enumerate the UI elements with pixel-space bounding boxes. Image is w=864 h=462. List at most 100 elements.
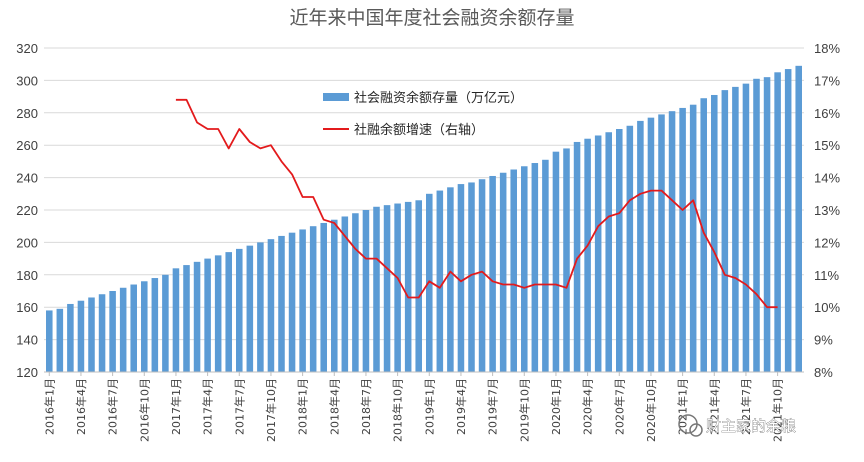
y-right-tick-label: 11% bbox=[814, 268, 839, 283]
bar bbox=[309, 226, 317, 372]
bar bbox=[795, 65, 802, 372]
y-right-tick-label: 12% bbox=[814, 235, 840, 250]
bar bbox=[362, 210, 370, 372]
bar bbox=[753, 78, 760, 372]
line-series bbox=[175, 98, 778, 309]
bar bbox=[774, 72, 781, 373]
bar bbox=[468, 182, 475, 372]
bar bbox=[573, 141, 581, 372]
bar bbox=[299, 229, 306, 372]
bar bbox=[784, 69, 792, 372]
bar bbox=[56, 308, 64, 372]
x-tick-label: 2019年10月 bbox=[517, 378, 531, 442]
bar bbox=[236, 248, 243, 372]
bar bbox=[141, 281, 148, 372]
y-right-tick-label: 10% bbox=[814, 300, 840, 315]
bar bbox=[257, 242, 264, 372]
bar bbox=[626, 125, 634, 372]
bar bbox=[521, 166, 528, 372]
bar bbox=[447, 187, 454, 372]
y-right-tick-label: 8% bbox=[814, 365, 833, 380]
bar bbox=[742, 83, 750, 372]
y-left-tick-label: 180 bbox=[16, 268, 38, 283]
bar bbox=[415, 200, 422, 372]
y-left-tick-label: 120 bbox=[16, 365, 38, 380]
bar bbox=[616, 129, 623, 372]
legend-swatch-bar bbox=[323, 93, 349, 101]
x-tick-label: 2021年1月 bbox=[676, 378, 690, 435]
bar bbox=[225, 252, 232, 372]
x-tick-label: 2019年4月 bbox=[454, 378, 468, 435]
y-right-tick-label: 16% bbox=[814, 106, 840, 121]
x-tick-label: 2019年1月 bbox=[422, 378, 436, 435]
bar bbox=[763, 77, 771, 372]
bar bbox=[341, 216, 349, 372]
bar bbox=[109, 291, 116, 372]
x-tick-label: 2020年7月 bbox=[612, 378, 626, 435]
y-right-tick-label: 18% bbox=[814, 41, 840, 56]
y-left-tick-label: 280 bbox=[16, 106, 38, 121]
x-tick-label: 2017年7月 bbox=[232, 378, 246, 435]
bar bbox=[214, 255, 222, 372]
y-right-tick-label: 17% bbox=[814, 73, 840, 88]
bar bbox=[394, 203, 401, 372]
grid bbox=[44, 47, 804, 373]
bar bbox=[331, 219, 338, 372]
bar bbox=[404, 201, 412, 372]
bar bbox=[552, 151, 560, 372]
bar bbox=[193, 261, 201, 372]
y-left-tick-label: 300 bbox=[16, 73, 38, 88]
watermark-text: 财主家的余粮 bbox=[706, 417, 796, 435]
bar bbox=[594, 135, 602, 372]
bar bbox=[510, 169, 517, 372]
x-tick-label: 2016年10月 bbox=[137, 378, 151, 442]
x-tick-label: 2017年10月 bbox=[264, 378, 278, 442]
x-tick-label: 2017年1月 bbox=[169, 378, 183, 435]
bar bbox=[563, 148, 570, 372]
bar bbox=[668, 111, 676, 373]
y-right-tick-label: 9% bbox=[814, 333, 833, 348]
x-tick-label: 2020年1月 bbox=[549, 378, 563, 435]
x-tick-label: 2020年4月 bbox=[581, 378, 595, 435]
bar bbox=[151, 278, 159, 372]
bar bbox=[700, 98, 707, 372]
bar bbox=[383, 205, 391, 372]
bar bbox=[436, 190, 444, 372]
bar bbox=[267, 239, 275, 372]
bar bbox=[88, 297, 95, 372]
bar bbox=[278, 235, 285, 372]
axes: 120 140 160 180 200 220 240 260 280 300 320 8% 9% 10%… bbox=[16, 41, 840, 442]
bar bbox=[679, 107, 686, 372]
bar bbox=[489, 175, 496, 372]
bar bbox=[119, 287, 127, 372]
bar bbox=[46, 310, 53, 372]
x-tick-label: 2017年4月 bbox=[201, 378, 215, 435]
x-tick-label: 2020年10月 bbox=[644, 378, 658, 442]
bar bbox=[352, 213, 359, 372]
x-tick-label: 2018年7月 bbox=[359, 378, 373, 435]
watermark: 财主家的余粮 bbox=[678, 414, 796, 437]
bar bbox=[373, 206, 380, 372]
wechat-icon-small bbox=[689, 423, 703, 437]
bar bbox=[732, 86, 739, 372]
x-tick-label: 2018年4月 bbox=[327, 378, 341, 435]
legend-label-bar: 社会融资余额存量（万亿元） bbox=[354, 90, 523, 106]
bar bbox=[689, 104, 697, 372]
bar bbox=[711, 94, 718, 372]
bar bbox=[162, 274, 169, 372]
bar bbox=[172, 268, 180, 372]
bar bbox=[246, 245, 254, 372]
bar bbox=[637, 120, 644, 373]
x-tick-label: 2019年7月 bbox=[486, 378, 500, 435]
y-right-tick-label: 15% bbox=[814, 138, 840, 153]
bar bbox=[478, 179, 486, 372]
legend: 社会融资余额存量（万亿元） 社融余额增速（右轴） bbox=[323, 90, 523, 138]
y-left-tick-label: 240 bbox=[16, 171, 38, 186]
bar bbox=[584, 138, 591, 372]
y-left-tick-label: 200 bbox=[16, 235, 38, 250]
bar bbox=[721, 90, 729, 373]
bar bbox=[288, 232, 296, 372]
bar-series bbox=[46, 65, 802, 373]
bar bbox=[531, 163, 539, 372]
